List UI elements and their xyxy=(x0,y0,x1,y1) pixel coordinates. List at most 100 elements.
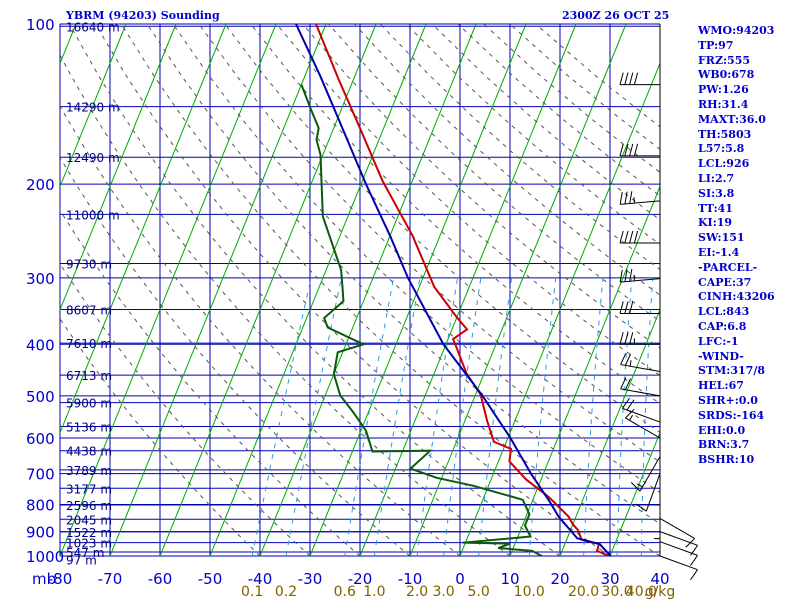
index-item: LCL:926 xyxy=(698,157,750,171)
dry-adiabat xyxy=(328,23,660,322)
dry-adiabats xyxy=(60,23,660,556)
pressure-tick-label: 300 xyxy=(26,270,55,288)
temperature-tick-label: -70 xyxy=(98,570,123,588)
index-item: EI:-1.4 xyxy=(698,245,740,259)
temperature-tick-label: 20 xyxy=(550,570,569,588)
isotherm xyxy=(60,23,177,312)
wind-barb xyxy=(659,531,698,556)
height-label: 7610 m xyxy=(66,337,112,351)
isotherm xyxy=(60,23,227,435)
mixing-ratio-line xyxy=(583,277,604,556)
wind-barb xyxy=(659,518,695,548)
dry-adiabat xyxy=(60,53,511,556)
height-label: 5136 m xyxy=(66,421,112,435)
pressure-tick-label: 1000 xyxy=(26,548,64,566)
mixing-ratio-label: 0.2 xyxy=(275,584,297,600)
mixing-ratio-label: 10.0 xyxy=(514,584,545,600)
wind-barb xyxy=(625,408,661,439)
index-item: CAPE:37 xyxy=(698,275,752,289)
wind-barb xyxy=(635,473,661,512)
index-item: -WIND- xyxy=(698,349,744,363)
mixing-ratio-line xyxy=(416,277,459,556)
sounding-series xyxy=(295,23,613,556)
dry-adiabat xyxy=(69,23,561,556)
mixing-ratio-line xyxy=(344,277,395,556)
wind-barb xyxy=(659,541,698,566)
index-item: SRDS:-164 xyxy=(698,408,765,422)
pressure-tick-label: 200 xyxy=(26,176,55,194)
mixing-ratio-label: 0.1 xyxy=(241,584,263,600)
isotherms xyxy=(0,23,660,556)
temperature-line xyxy=(315,23,612,556)
pressure-tick-label: 600 xyxy=(26,430,55,448)
mixing-ratio-label: 20.0 xyxy=(568,584,599,600)
height-label: 5900 m xyxy=(66,397,112,411)
index-item: LCL:843 xyxy=(698,305,750,319)
temperature-tick-label: -40 xyxy=(248,570,273,588)
mixing-ratio-label: 3.0 xyxy=(432,584,454,600)
wind-barb xyxy=(622,397,661,423)
index-item: TH:5803 xyxy=(698,127,752,141)
index-item: SW:151 xyxy=(698,231,745,245)
pressure-tick-label: 100 xyxy=(26,16,55,34)
isotherm xyxy=(209,23,427,556)
wind-barb xyxy=(619,301,660,314)
temperature-tick-label: -50 xyxy=(198,570,223,588)
chart-title: YBRM (94203) Sounding xyxy=(66,9,220,22)
pressure-tick-label: 700 xyxy=(26,466,55,484)
isotherm xyxy=(359,23,577,556)
height-label: 6713 m xyxy=(66,369,112,383)
index-item: TT:41 xyxy=(698,201,733,215)
mixing-ratio-line xyxy=(478,277,513,556)
wind-barb xyxy=(620,377,661,397)
isotherm xyxy=(509,185,660,556)
index-item: WB0:678 xyxy=(698,68,755,82)
wind-barb xyxy=(619,191,661,205)
index-item: CINH:43206 xyxy=(698,290,775,304)
isotherm xyxy=(559,308,660,556)
mixing-ratio-label: 5.0 xyxy=(467,584,489,600)
index-item: -PARCEL- xyxy=(698,260,758,274)
temperature-tick-label: -20 xyxy=(348,570,373,588)
height-label: 11000 m xyxy=(66,208,120,222)
index-item: MAXT:36.0 xyxy=(698,112,766,126)
index-item: STM:317/8 xyxy=(698,364,765,378)
wind-barb xyxy=(620,353,661,373)
pressure-tick-label: 900 xyxy=(26,524,55,542)
isotherm xyxy=(109,23,327,556)
isotherm xyxy=(459,62,660,556)
parcel-line xyxy=(295,23,613,556)
pressure-tick-label: 400 xyxy=(26,336,55,354)
index-item: KI:19 xyxy=(698,216,733,230)
dewpoint-line xyxy=(300,84,544,556)
mixing-ratio-line xyxy=(285,277,342,556)
isotherm xyxy=(309,23,527,556)
chart-timestamp: 2300Z 26 OCT 25 xyxy=(562,9,670,22)
index-item: BSHR:10 xyxy=(698,453,755,467)
mixing-ratio-line xyxy=(443,277,482,556)
temperature-tick-label: -60 xyxy=(148,570,173,588)
dry-adiabat xyxy=(379,23,660,270)
wind-barb xyxy=(619,332,660,345)
height-label: 3177 m xyxy=(66,482,112,496)
isotherm xyxy=(0,24,26,556)
height-label: 1522 m xyxy=(66,526,112,540)
index-item: RH:31.4 xyxy=(698,97,749,111)
wind-barb xyxy=(619,268,661,283)
temperature-tick-label: 10 xyxy=(500,570,519,588)
height-label: 8607 m xyxy=(66,303,112,317)
index-item: TP:97 xyxy=(698,38,734,52)
temperature-tick-label: -80 xyxy=(48,570,73,588)
temperature-tick-label: -30 xyxy=(298,570,323,588)
height-label: 97 m xyxy=(66,553,97,567)
mixing-ratio-lines xyxy=(251,277,654,556)
grid xyxy=(59,23,661,557)
stability-indices: WMO:94203 TP:97 FRZ:555 WB0:678 PW:1.26 RH:31… xyxy=(698,24,775,468)
index-item: EHI:0.0 xyxy=(698,423,746,437)
pressure-tick-label: 500 xyxy=(26,388,55,406)
mixing-ratio-unit-label: g/kg xyxy=(645,584,676,600)
dry-adiabat xyxy=(172,23,660,494)
mixing-ratio-line xyxy=(251,277,312,556)
index-item: CAP:6.8 xyxy=(698,319,747,333)
